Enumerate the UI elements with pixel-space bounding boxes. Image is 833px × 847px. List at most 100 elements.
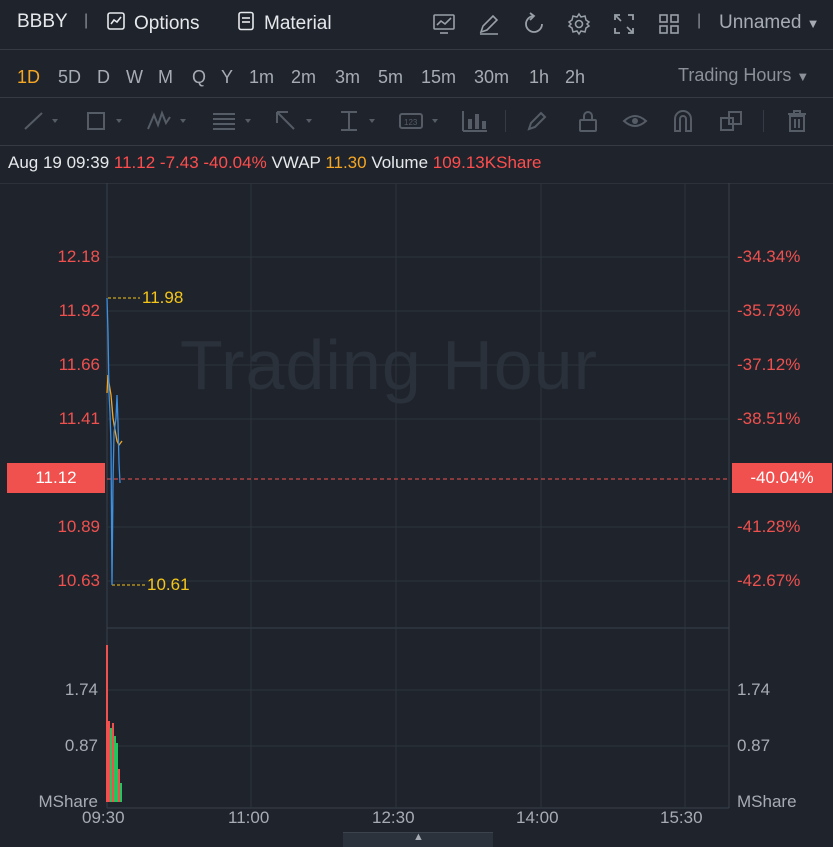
bar-chart-tool-icon[interactable] (461, 109, 489, 133)
price-line (106, 297, 121, 586)
expand-panel-tab[interactable]: ▲ (343, 831, 493, 847)
pct-tick: -41.28% (737, 517, 801, 536)
period-m[interactable]: M (158, 67, 173, 87)
volume-bar (112, 723, 114, 802)
time-tick: 15:30 (660, 808, 703, 827)
options-label: Options (134, 13, 200, 34)
quote-datetime: Aug 19 09:39 (8, 153, 110, 172)
period-5d[interactable]: 5D (58, 67, 82, 87)
pct-tick: -42.67% (737, 571, 801, 590)
layout-dropdown[interactable]: Unnamed ▼ (719, 12, 820, 34)
period-5m[interactable]: 5m (378, 67, 404, 87)
volume-unit: MShare (38, 792, 98, 811)
time-tick: 14:00 (516, 808, 559, 827)
price-tick: 11.66 (58, 355, 100, 374)
eye-icon[interactable] (622, 109, 648, 133)
options-chart-icon (106, 11, 126, 37)
draw-pen-icon[interactable] (477, 12, 501, 36)
period-15m[interactable]: 15m (421, 67, 457, 87)
period-w[interactable]: W (126, 67, 143, 87)
period-3m[interactable]: 3m (335, 67, 361, 87)
caret-down-icon: ▼ (796, 69, 810, 84)
ticker-symbol[interactable]: BBBY (17, 11, 68, 32)
layout-name: Unnamed (719, 12, 802, 33)
quote-info-line: Aug 19 09:39 11.12 -7.43 -40.04% VWAP 11… (8, 153, 541, 173)
volume-label: Volume (371, 153, 429, 172)
price-tick: 10.63 (57, 571, 100, 590)
volume-bar (108, 721, 110, 802)
period-1h[interactable]: 1h (529, 67, 550, 87)
volume-tick: 0.87 (64, 736, 98, 755)
rectangle-tool-icon[interactable] (84, 109, 126, 133)
pct-tick: -37.12% (737, 355, 801, 374)
session-label: Trading Hours (678, 65, 792, 85)
period-2h[interactable]: 2h (565, 67, 586, 87)
refresh-icon[interactable] (522, 12, 546, 36)
volume-tick: 1.74 (64, 680, 98, 699)
divider: | (697, 12, 702, 29)
divider (505, 110, 506, 132)
divider: | (84, 12, 89, 29)
period-1d[interactable]: 1D (17, 67, 41, 87)
time-tick: 11:00 (228, 808, 270, 827)
lock-icon[interactable] (576, 109, 600, 133)
price-tick: 10.89 (57, 517, 100, 536)
volume-bar (110, 728, 112, 802)
period-1m[interactable]: 1m (249, 67, 275, 87)
volume-bar (120, 783, 122, 802)
period-q[interactable]: Q (192, 67, 207, 87)
high-label: 11.98 (142, 288, 184, 307)
quote-change-pct: -40.04% (203, 153, 267, 172)
top-bar: BBBY | Options Material | Unnamed ▼ (0, 0, 833, 50)
material-label: Material (264, 13, 332, 34)
price-tick: 11.41 (58, 409, 100, 428)
fullscreen-icon[interactable] (612, 12, 636, 36)
price-label-tool-icon[interactable]: 123 (398, 109, 444, 133)
volume-unit: MShare (737, 792, 797, 811)
pct-tick: -34.34% (737, 247, 801, 266)
volume-bar (116, 743, 118, 802)
pct-tick: -38.51% (737, 409, 801, 428)
grid-layout-icon[interactable] (657, 12, 681, 36)
magnet-icon[interactable] (671, 109, 695, 133)
quote-change: -7.43 (159, 153, 199, 172)
low-label: 10.61 (147, 575, 190, 594)
trash-icon[interactable] (785, 109, 809, 133)
chart-indicator-icon[interactable] (432, 12, 456, 36)
quote-price: 11.12 (113, 153, 156, 172)
document-icon (236, 11, 256, 37)
svg-text:123: 123 (404, 118, 418, 127)
drawing-toolbar: 123 (0, 98, 833, 146)
volume-bar (106, 645, 108, 802)
arrow-tool-icon[interactable] (274, 109, 318, 133)
time-tick: 12:30 (372, 808, 415, 827)
settings-gear-icon[interactable] (567, 12, 591, 36)
period-y[interactable]: Y (221, 67, 234, 87)
fibonacci-tool-icon[interactable] (211, 109, 255, 133)
period-2m[interactable]: 2m (291, 67, 317, 87)
current-price-tag: 11.12 (7, 463, 105, 493)
options-button[interactable]: Options (106, 11, 199, 37)
intraday-chart[interactable] (0, 183, 833, 830)
pct-tick: -35.73% (737, 301, 801, 320)
material-button[interactable]: Material (236, 11, 332, 37)
period-30m[interactable]: 30m (474, 67, 510, 87)
vwap-value: 11.30 (325, 153, 367, 172)
current-pct-tag: -40.04% (732, 463, 832, 493)
caret-down-icon: ▼ (806, 16, 820, 31)
volume-bar (114, 736, 116, 802)
divider (763, 110, 764, 132)
brush-icon[interactable] (525, 109, 551, 133)
measure-tool-icon[interactable] (337, 109, 381, 133)
vwap-label: VWAP (271, 153, 321, 172)
pattern-tool-icon[interactable] (146, 109, 190, 133)
period-bar: Trading Hours ▼ 1D 5D D W M Q Y 1m 2m 3m 5m 15m 30m 1… (0, 50, 833, 98)
price-tick: 12.18 (57, 247, 100, 266)
session-dropdown[interactable]: Trading Hours ▼ (678, 65, 809, 86)
volume-value: 109.13KShare (432, 153, 542, 172)
volume-tick: 0.87 (737, 736, 771, 755)
price-tick: 11.92 (58, 301, 100, 320)
layers-icon[interactable] (719, 109, 745, 133)
period-d[interactable]: D (97, 67, 110, 87)
trend-line-tool-icon[interactable] (22, 109, 62, 133)
